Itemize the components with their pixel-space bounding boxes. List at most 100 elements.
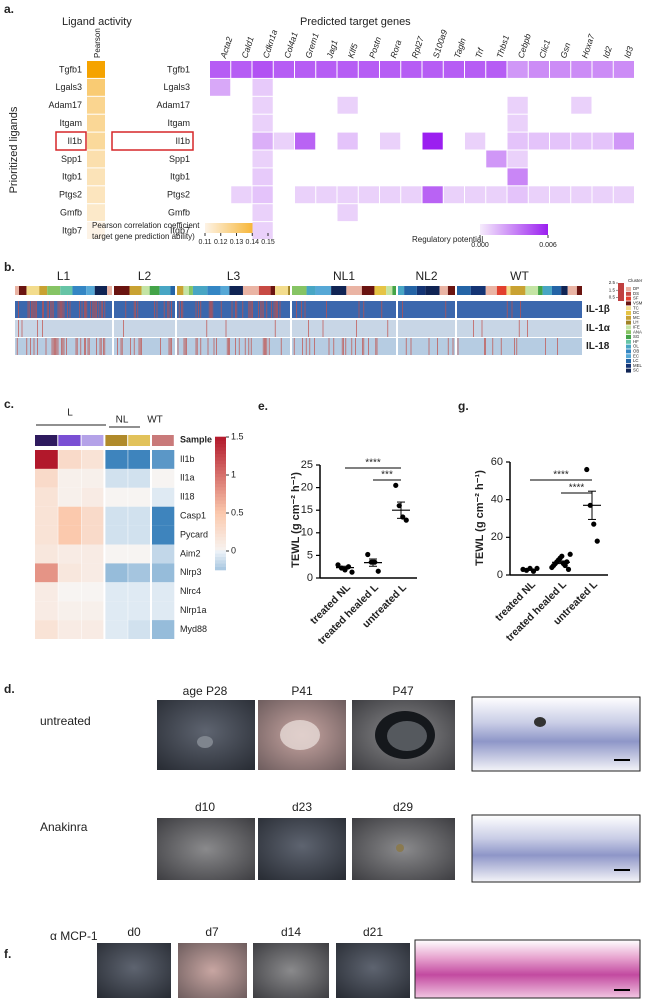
colorbar-step <box>215 436 226 441</box>
colorbar <box>618 283 624 301</box>
heat-cell <box>58 544 82 564</box>
ligand-label: Gmfb <box>60 208 82 218</box>
heat-cell <box>337 132 358 150</box>
legend-label: SF <box>633 296 639 301</box>
gene-label: Cebpb <box>516 32 533 59</box>
ligand-label: Itgb7 <box>170 225 190 235</box>
heat-cell <box>151 620 175 639</box>
heat-cell <box>128 506 151 526</box>
heat-cell <box>81 506 105 526</box>
cluster-strip <box>258 286 271 295</box>
heat-cell <box>252 150 273 168</box>
row-label: Anakinra <box>40 820 88 834</box>
group-label: L1 <box>57 269 71 283</box>
sig-label: **** <box>569 483 585 494</box>
legend-label: DC <box>633 310 639 315</box>
heat-cell <box>337 61 358 78</box>
colorbar-step <box>215 533 226 538</box>
colorbar-step <box>215 463 226 468</box>
row-label: IL-1β <box>586 304 610 315</box>
heat-cell <box>507 150 528 168</box>
photo <box>97 943 171 998</box>
cluster-strip <box>60 286 73 295</box>
tick-label: 0.13 <box>230 239 244 246</box>
cluster-strip <box>510 286 526 295</box>
heat-cell <box>252 132 273 150</box>
colorbar-step <box>215 519 226 524</box>
group-label: NL1 <box>333 269 355 283</box>
gene-label: Rora <box>388 38 403 59</box>
expression-row <box>15 320 112 337</box>
heat-cell <box>295 186 316 204</box>
legend-swatch <box>626 311 631 315</box>
section-title: Ligand activity <box>62 16 132 28</box>
gene-label: Cald1 <box>239 35 255 59</box>
legend-swatch <box>626 344 631 349</box>
cluster-strip <box>392 286 396 295</box>
gene-label: Id3 <box>622 45 635 60</box>
heat-cell <box>128 525 151 545</box>
heat-cell <box>58 506 82 526</box>
heat-cell <box>35 620 58 639</box>
ligand-label: Itgb1 <box>62 172 82 182</box>
heat-cell <box>35 525 58 545</box>
axis-title: Prioritized ligands <box>8 106 20 193</box>
cluster-strip <box>439 286 448 295</box>
expression-row <box>114 338 175 355</box>
y-tick-label: 15 <box>301 504 313 516</box>
legend-label: HF <box>633 339 639 344</box>
heat-cell <box>443 61 464 78</box>
heat-cell <box>81 582 105 602</box>
legend-label: MC <box>633 315 640 320</box>
cluster-strip <box>567 286 577 295</box>
gene-label: Id2 <box>601 45 614 60</box>
heat-cell <box>104 468 128 488</box>
y-tick-label: 20 <box>491 531 503 543</box>
data-point <box>567 551 573 557</box>
colorbar-step <box>215 496 226 501</box>
heat-cell <box>151 506 175 526</box>
data-point <box>335 562 341 568</box>
colorbar-step <box>215 503 226 508</box>
row-label: Nlrc4 <box>180 586 201 596</box>
photo <box>178 943 247 998</box>
heat-cell <box>128 487 151 507</box>
row-label: Nlrp3 <box>180 567 202 577</box>
y-tick-label: 0 <box>307 572 313 584</box>
cluster-strip <box>207 286 221 295</box>
ligand-label: Spp1 <box>169 154 190 164</box>
cluster-strip <box>47 286 61 295</box>
photo-detail <box>396 844 404 852</box>
data-point <box>584 466 590 473</box>
heat-cell <box>486 150 507 168</box>
cluster-strip <box>188 286 193 295</box>
histology <box>414 939 641 999</box>
photo <box>157 700 255 770</box>
group-label: L3 <box>227 269 241 283</box>
legend-label: VSM <box>633 301 643 306</box>
tick-label: 0.5 <box>609 295 616 300</box>
cluster-strip <box>538 286 543 295</box>
heat-cell <box>465 132 486 150</box>
heat-cell <box>613 186 634 204</box>
ligand-label: Spp1 <box>61 154 82 164</box>
heat-cell <box>87 78 105 96</box>
row-header: Sample <box>180 434 212 444</box>
cluster-strip <box>129 286 142 295</box>
colorbar-step <box>215 476 226 481</box>
heat-cell <box>486 186 507 204</box>
data-point <box>349 569 355 575</box>
sig-label: **** <box>553 470 569 481</box>
expression-row <box>292 320 396 337</box>
colorbar-step <box>215 466 226 471</box>
heat-cell <box>337 96 358 114</box>
cluster-strip <box>170 286 175 295</box>
cluster-strip <box>192 286 208 295</box>
expression-row <box>114 320 175 337</box>
group-label: WT <box>510 269 529 283</box>
expression-row <box>457 301 582 318</box>
heat-cell <box>35 450 58 469</box>
heat-cell <box>87 222 105 239</box>
row-label: Il1b <box>180 454 195 464</box>
heat-cell <box>35 487 58 507</box>
